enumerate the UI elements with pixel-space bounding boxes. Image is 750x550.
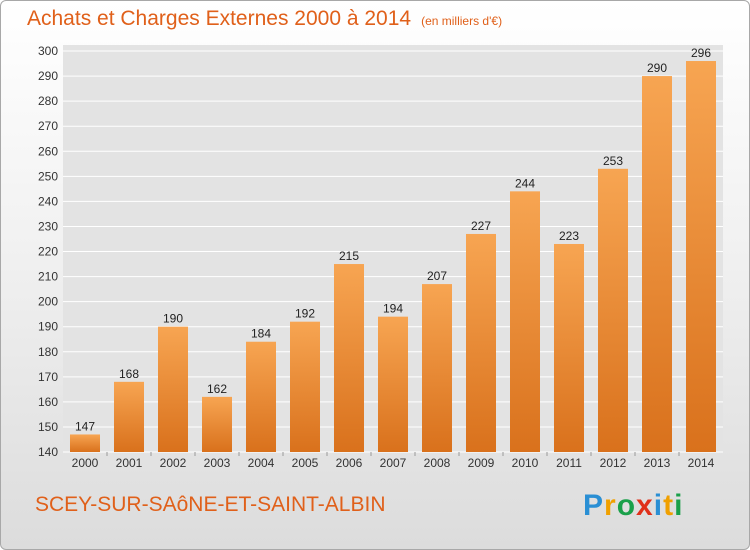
data-label-2002: 190 bbox=[163, 312, 183, 326]
logo-letter: P bbox=[583, 489, 605, 522]
bar-2010 bbox=[510, 191, 540, 452]
data-label-2007: 194 bbox=[383, 302, 403, 316]
bars bbox=[70, 61, 716, 453]
data-label-2010: 244 bbox=[515, 176, 535, 190]
bar-2007 bbox=[378, 316, 408, 452]
proxiti-logo: Proxiti bbox=[583, 489, 683, 523]
x-tick-label-2000: 2000 bbox=[72, 456, 99, 470]
data-label-2004: 184 bbox=[251, 327, 271, 341]
y-tick-label: 300 bbox=[38, 44, 58, 58]
y-tick-label: 240 bbox=[38, 194, 58, 208]
x-tick-label-2003: 2003 bbox=[204, 456, 231, 470]
logo-letter: r bbox=[604, 489, 617, 522]
logo-letter: i bbox=[653, 489, 664, 522]
bar-2008 bbox=[422, 284, 452, 452]
logo-letter: i bbox=[674, 489, 684, 522]
y-tick-label: 280 bbox=[38, 94, 58, 108]
bar-2013 bbox=[642, 76, 672, 452]
y-tick-label: 160 bbox=[38, 395, 58, 409]
y-axis: 140 150 160 170 180 190 200 210 220 230 240 250 260 2… bbox=[38, 44, 58, 459]
chart-title-text: Achats et Charges Externes 2000 à 2014 bbox=[27, 7, 412, 30]
data-label-2009: 227 bbox=[471, 219, 491, 233]
data-label-2008: 207 bbox=[427, 269, 447, 283]
x-tick-label-2008: 2008 bbox=[424, 456, 451, 470]
y-tick-label: 230 bbox=[38, 219, 58, 233]
data-label-2013: 290 bbox=[647, 61, 667, 75]
bar-2004 bbox=[246, 341, 276, 452]
bar-2006 bbox=[334, 264, 364, 452]
data-label-2001: 168 bbox=[119, 367, 139, 381]
bar-2002 bbox=[158, 326, 188, 452]
y-tick-label: 180 bbox=[38, 345, 58, 359]
x-tick-label-2002: 2002 bbox=[160, 456, 187, 470]
y-tick-label: 210 bbox=[38, 270, 58, 284]
bar-2009 bbox=[466, 233, 496, 452]
x-tick-label-2014: 2014 bbox=[688, 456, 715, 470]
data-label-2000: 147 bbox=[75, 419, 95, 433]
x-tick-label-2004: 2004 bbox=[248, 456, 275, 470]
x-tick-label-2006: 2006 bbox=[336, 456, 363, 470]
data-label-2011: 223 bbox=[559, 229, 579, 243]
x-tick-label-2009: 2009 bbox=[468, 456, 495, 470]
y-tick-label: 290 bbox=[38, 69, 58, 83]
data-label-2012: 253 bbox=[603, 154, 623, 168]
bar-2014 bbox=[686, 61, 716, 453]
y-tick-label: 260 bbox=[38, 144, 58, 158]
y-tick-label: 270 bbox=[38, 119, 58, 133]
x-tick-label-2001: 2001 bbox=[116, 456, 143, 470]
chart-title: Achats et Charges Externes 2000 à 2014 (e… bbox=[27, 7, 502, 31]
data-label-2003: 162 bbox=[207, 382, 227, 396]
y-tick-label: 150 bbox=[38, 420, 58, 434]
x-tick-label-2012: 2012 bbox=[600, 456, 627, 470]
x-tick-label-2005: 2005 bbox=[292, 456, 319, 470]
data-label-2014: 296 bbox=[691, 46, 711, 60]
data-label-2006: 215 bbox=[339, 249, 359, 263]
bar-2001 bbox=[114, 381, 144, 452]
y-tick-label: 220 bbox=[38, 245, 58, 259]
value-labels: 147 168 190 162 184 192 215 194 207 227 244 223 253 2… bbox=[75, 46, 711, 433]
y-tick-label: 250 bbox=[38, 169, 58, 183]
bar-2005 bbox=[290, 321, 320, 452]
bar-2000 bbox=[70, 434, 100, 452]
logo-letter: o bbox=[616, 489, 637, 522]
logo-letter: x bbox=[636, 489, 654, 522]
chart-subtitle: (en milliers d'€) bbox=[421, 14, 503, 28]
x-tick-label-2010: 2010 bbox=[512, 456, 539, 470]
y-tick-label: 200 bbox=[38, 295, 58, 309]
y-tick-label: 170 bbox=[38, 370, 58, 384]
bar-2011 bbox=[554, 243, 584, 452]
logo-letter: t bbox=[663, 489, 675, 522]
y-tick-label: 190 bbox=[38, 320, 58, 334]
location-name: SCEY-SUR-SAôNE-ET-SAINT-ALBIN bbox=[35, 493, 386, 516]
data-label-2005: 192 bbox=[295, 307, 315, 321]
x-tick-label-2007: 2007 bbox=[380, 456, 407, 470]
x-axis: 2000 2001 2002 2003 2004 2005 2006 2007 2008 2009… bbox=[72, 452, 715, 470]
y-tick-label: 140 bbox=[38, 445, 58, 459]
bar-2012 bbox=[598, 168, 628, 452]
x-tick-label-2011: 2011 bbox=[556, 456, 582, 470]
x-tick-label-2013: 2013 bbox=[644, 456, 671, 470]
bar-2003 bbox=[202, 396, 232, 452]
